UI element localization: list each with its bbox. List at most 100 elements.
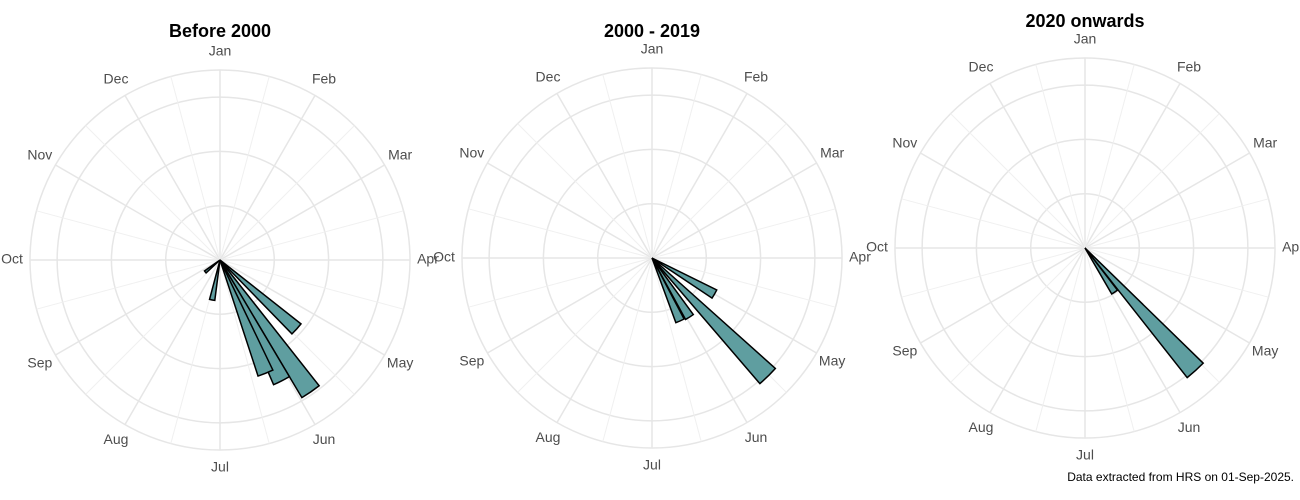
chart-title: 2000 - 2019	[604, 21, 700, 41]
month-label: Jun	[313, 431, 336, 447]
grid-spoke	[219, 164, 385, 261]
month-label: Jun	[1178, 419, 1201, 435]
minor-spoke	[219, 210, 404, 261]
minor-spoke	[1084, 247, 1269, 298]
minor-spoke	[468, 208, 653, 259]
month-label: Aug	[104, 431, 129, 447]
bar	[1084, 247, 1205, 379]
grid-spoke	[989, 247, 1086, 413]
grid-spoke	[651, 93, 748, 259]
month-label: Feb	[744, 69, 768, 85]
bar	[651, 257, 777, 385]
chart-title: Before 2000	[169, 21, 271, 41]
minor-spoke	[219, 125, 355, 261]
minor-spoke	[170, 76, 221, 261]
minor-spoke	[901, 198, 1086, 249]
minor-spoke	[219, 259, 270, 444]
bar	[651, 257, 695, 321]
grid-spoke	[1084, 152, 1250, 249]
minor-spoke	[651, 257, 836, 308]
caption: Data extracted from HRS on 01-Sep-2025.	[1067, 470, 1294, 484]
bar	[203, 259, 221, 274]
minor-spoke	[651, 208, 836, 259]
bar	[651, 257, 686, 324]
month-label: May	[1252, 343, 1278, 359]
month-label: Feb	[1177, 59, 1201, 75]
month-label: Aug	[969, 419, 994, 435]
minor-spoke	[468, 257, 653, 308]
grid-spoke	[556, 93, 653, 259]
grid-spoke	[124, 95, 221, 261]
month-label: Sep	[459, 353, 484, 369]
month-label: Jan	[641, 41, 664, 57]
minor-spoke	[1035, 64, 1086, 249]
grid-spoke	[1084, 83, 1181, 249]
month-label: Feb	[312, 71, 336, 87]
minor-spoke	[85, 259, 221, 395]
grid-spoke	[487, 162, 653, 259]
bar	[219, 259, 303, 335]
month-label: Dec	[969, 59, 994, 75]
minor-spoke	[950, 113, 1086, 249]
minor-spoke	[1084, 247, 1135, 432]
minor-spoke	[36, 210, 221, 261]
month-label: Nov	[892, 135, 917, 151]
grid-spoke	[651, 162, 817, 259]
month-label: Sep	[27, 355, 52, 371]
grid-spoke	[55, 164, 221, 261]
grid-spoke	[219, 95, 316, 261]
grid-spoke	[219, 259, 385, 356]
minor-spoke	[602, 257, 653, 442]
month-label: Jun	[745, 429, 768, 445]
minor-spoke	[219, 259, 404, 310]
bar	[219, 259, 321, 399]
month-label: Mar	[820, 145, 844, 161]
month-label: Oct	[433, 249, 455, 265]
month-label: Sep	[892, 343, 917, 359]
month-label: May	[819, 353, 845, 369]
minor-spoke	[651, 74, 702, 259]
minor-spoke	[651, 123, 787, 259]
month-label: Aug	[536, 429, 561, 445]
month-label: Nov	[27, 147, 52, 163]
month-label: Oct	[1, 251, 23, 267]
grid-spoke	[487, 257, 653, 354]
bar	[208, 259, 221, 302]
minor-spoke	[517, 123, 653, 259]
grid-spoke	[55, 259, 221, 356]
month-label: Apr	[417, 251, 439, 267]
minor-spoke	[36, 259, 221, 310]
month-label: Apr	[849, 249, 871, 265]
grid-spoke	[920, 247, 1086, 344]
month-label: Jul	[643, 457, 661, 473]
grid-spoke	[556, 257, 653, 423]
minor-spoke	[1084, 64, 1135, 249]
bar	[1084, 247, 1119, 296]
month-label: Apr	[1282, 239, 1300, 255]
minor-spoke	[901, 247, 1086, 298]
month-label: Dec	[536, 69, 561, 85]
minor-spoke	[517, 257, 653, 393]
month-label: Dec	[104, 71, 129, 87]
minor-spoke	[1084, 113, 1220, 249]
month-label: Mar	[1253, 135, 1277, 151]
bar	[651, 257, 718, 300]
month-label: Jan	[209, 43, 232, 59]
minor-spoke	[602, 74, 653, 259]
month-label: Jul	[211, 459, 229, 475]
minor-spoke	[1084, 198, 1269, 249]
minor-spoke	[1035, 247, 1086, 432]
month-label: Jul	[1076, 447, 1094, 463]
bar	[219, 259, 274, 378]
month-label: May	[387, 355, 413, 371]
grid-spoke	[1084, 247, 1250, 344]
grid-spoke	[920, 152, 1086, 249]
minor-spoke	[950, 247, 1086, 383]
minor-spoke	[85, 125, 221, 261]
chart-title: 2020 onwards	[1025, 11, 1144, 31]
month-label: Nov	[459, 145, 484, 161]
minor-spoke	[651, 257, 702, 442]
bar	[219, 259, 291, 386]
month-label: Mar	[388, 147, 412, 163]
